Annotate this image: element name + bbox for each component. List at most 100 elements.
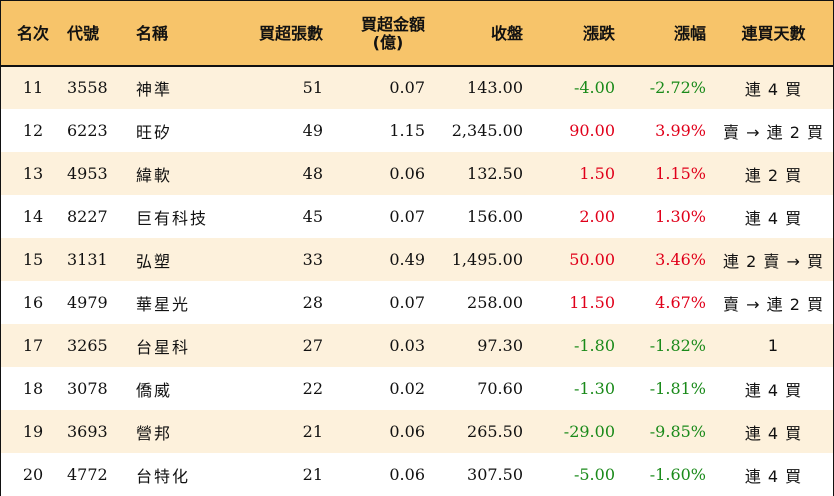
net-buy-lots-cell: 33 [302, 250, 323, 269]
net-buy-amount-cell: 1.15 [389, 121, 425, 140]
consec-days-cell: 賣 → 連 2 買 [723, 294, 824, 314]
change-pct-cell: -9.85% [649, 422, 706, 441]
net-buy-amount-cell: 0.07 [389, 207, 425, 226]
consec-days-cell: 1 [767, 336, 780, 355]
net-buy-lots-cell: 51 [302, 78, 323, 97]
table-row: 18 3078 僑威 22 0.02 70.60 -1.30 -1.81% 連 4 買 [1, 367, 833, 410]
table-row: 15 3131 弘塑 33 0.49 1,495.00 50.00 3.46% 連 2 賣 → … [1, 238, 833, 281]
header-code: 代號 [67, 23, 100, 43]
change-cell: -1.80 [573, 336, 615, 355]
change-pct-cell: -2.72% [649, 78, 706, 97]
close-cell: 307.50 [467, 465, 523, 484]
name-cell: 僑威 [136, 380, 173, 400]
net-buy-amount-cell: 0.06 [389, 465, 425, 484]
name-cell: 緯軟 [136, 165, 173, 185]
name-cell: 旺矽 [136, 122, 173, 142]
header-divider [1, 65, 833, 67]
net-buy-amount-cell: 0.06 [389, 422, 425, 441]
name-cell: 神準 [136, 79, 173, 99]
close-cell: 2,345.00 [451, 121, 523, 140]
net-buy-lots-cell: 49 [302, 121, 323, 140]
change-pct-cell: -1.81% [649, 379, 706, 398]
change-cell: -4.00 [573, 78, 615, 97]
rank-cell: 11 [22, 78, 44, 97]
header-change: 漲跌 [582, 23, 615, 43]
rank-cell: 12 [22, 121, 44, 140]
net-buy-amount-cell: 0.06 [389, 164, 425, 183]
table-row: 12 6223 旺矽 49 1.15 2,345.00 90.00 3.99% 賣 → 連 2 … [1, 109, 833, 152]
rank-cell: 13 [22, 164, 44, 183]
name-cell: 台星科 [136, 337, 191, 357]
header-net-buy-amount: 買超金額 (億) [331, 1, 433, 66]
code-cell: 4953 [67, 164, 108, 183]
change-cell: 2.00 [579, 207, 615, 226]
close-cell: 97.30 [477, 336, 523, 355]
change-cell: 1.50 [579, 164, 615, 183]
name-cell: 弘塑 [136, 251, 173, 271]
net-buy-lots-cell: 45 [302, 207, 323, 226]
net-buy-amount-cell: 0.07 [389, 293, 425, 312]
header-change-pct: 漲幅 [673, 23, 706, 43]
table-row: 14 8227 巨有科技 45 0.07 156.00 2.00 1.30% 連 4 買 [1, 195, 833, 238]
close-cell: 156.00 [467, 207, 523, 226]
change-cell: 50.00 [569, 250, 615, 269]
change-pct-cell: -1.60% [649, 465, 706, 484]
net-buy-lots-cell: 27 [302, 336, 323, 355]
code-cell: 4772 [67, 465, 108, 484]
header-name: 名稱 [136, 23, 169, 43]
code-cell: 4979 [67, 293, 108, 312]
code-cell: 3078 [67, 379, 108, 398]
name-cell: 營邦 [136, 423, 173, 443]
change-cell: -5.00 [573, 465, 615, 484]
rank-cell: 18 [22, 379, 44, 398]
header-net-buy-lots: 買超張數 [258, 23, 323, 43]
close-cell: 258.00 [467, 293, 523, 312]
code-cell: 6223 [67, 121, 108, 140]
table-row: 20 4772 台特化 21 0.06 307.50 -5.00 -1.60% 連 4 買 [1, 453, 833, 496]
header-net-buy-amount-line2: (億) [372, 32, 404, 52]
consec-days-cell: 連 4 買 [744, 208, 803, 228]
consec-days-cell: 連 4 買 [744, 79, 803, 99]
table-header-row: 名次 代號 名稱 買超張數 買超金額 (億) 收盤 漲跌 漲幅 連買天數 [1, 1, 833, 66]
change-cell: -1.30 [573, 379, 615, 398]
name-cell: 巨有科技 [136, 208, 209, 228]
net-buy-amount-cell: 0.02 [389, 379, 425, 398]
net-buy-lots-cell: 22 [302, 379, 323, 398]
table-body: 11 3558 神準 51 0.07 143.00 -4.00 -2.72% 連 4 買 12 62… [1, 66, 833, 496]
net-buy-lots-cell: 21 [302, 465, 323, 484]
change-cell: 90.00 [569, 121, 615, 140]
rank-cell: 17 [22, 336, 44, 355]
code-cell: 3131 [67, 250, 108, 269]
close-cell: 265.50 [467, 422, 523, 441]
consec-days-cell: 連 4 買 [744, 466, 803, 486]
header-consec-days: 連買天數 [741, 23, 806, 43]
rank-cell: 14 [22, 207, 44, 226]
change-cell: -29.00 [563, 422, 615, 441]
rank-cell: 16 [22, 293, 44, 312]
code-cell: 3558 [67, 78, 108, 97]
net-buy-amount-cell: 0.49 [389, 250, 425, 269]
name-cell: 華星光 [136, 294, 191, 314]
header-net-buy-amount-line1: 買超金額 [360, 14, 425, 34]
net-buy-lots-cell: 21 [302, 422, 323, 441]
rank-cell: 20 [22, 465, 44, 484]
change-pct-cell: -1.82% [649, 336, 706, 355]
change-pct-cell: 3.46% [655, 250, 706, 269]
consec-days-cell: 連 2 買 [744, 165, 803, 185]
consec-days-cell: 連 4 買 [744, 423, 803, 443]
net-buy-lots-cell: 28 [302, 293, 323, 312]
rank-cell: 19 [22, 422, 44, 441]
change-pct-cell: 4.67% [655, 293, 706, 312]
close-cell: 1,495.00 [451, 250, 523, 269]
close-cell: 143.00 [467, 78, 523, 97]
code-cell: 3265 [67, 336, 108, 355]
table-row: 19 3693 營邦 21 0.06 265.50 -29.00 -9.85% 連 4 買 [1, 410, 833, 453]
consec-days-cell: 連 2 賣 → 買 [723, 251, 824, 271]
header-rank: 名次 [16, 23, 49, 43]
code-cell: 3693 [67, 422, 108, 441]
close-cell: 132.50 [467, 164, 523, 183]
change-pct-cell: 1.15% [655, 164, 706, 183]
net-buy-lots-cell: 48 [302, 164, 323, 183]
